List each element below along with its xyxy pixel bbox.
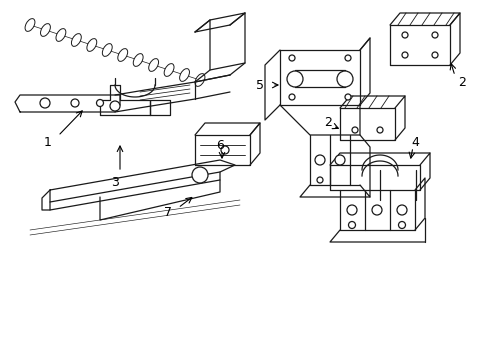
Ellipse shape: [41, 24, 50, 36]
Text: 3: 3: [111, 176, 119, 189]
Circle shape: [345, 55, 350, 61]
Text: 6: 6: [216, 139, 224, 152]
Circle shape: [288, 94, 294, 100]
Circle shape: [286, 71, 303, 87]
Text: 7: 7: [163, 206, 172, 219]
Circle shape: [348, 221, 355, 229]
Circle shape: [431, 52, 437, 58]
Ellipse shape: [118, 49, 127, 62]
Circle shape: [346, 205, 356, 215]
Ellipse shape: [195, 73, 204, 86]
Circle shape: [345, 94, 350, 100]
Text: 2: 2: [324, 116, 331, 129]
Ellipse shape: [71, 33, 81, 46]
Ellipse shape: [148, 59, 158, 71]
Circle shape: [401, 52, 407, 58]
Text: 2: 2: [457, 76, 465, 89]
Circle shape: [192, 167, 207, 183]
Ellipse shape: [25, 19, 35, 31]
Text: 5: 5: [256, 78, 264, 91]
Circle shape: [40, 98, 50, 108]
Circle shape: [401, 32, 407, 38]
Circle shape: [371, 205, 381, 215]
Ellipse shape: [133, 54, 143, 66]
Circle shape: [110, 101, 120, 111]
Circle shape: [334, 155, 345, 165]
Circle shape: [351, 127, 357, 133]
Circle shape: [71, 99, 79, 107]
Circle shape: [288, 55, 294, 61]
Circle shape: [376, 127, 382, 133]
Circle shape: [398, 221, 405, 229]
Circle shape: [314, 155, 325, 165]
Text: 1: 1: [44, 135, 52, 149]
Circle shape: [96, 99, 103, 107]
Circle shape: [431, 32, 437, 38]
Ellipse shape: [179, 69, 189, 81]
Text: 4: 4: [410, 135, 418, 149]
Ellipse shape: [164, 64, 174, 76]
Circle shape: [336, 71, 352, 87]
Circle shape: [396, 205, 406, 215]
Ellipse shape: [87, 39, 97, 51]
Circle shape: [316, 177, 323, 183]
Circle shape: [221, 146, 228, 154]
Ellipse shape: [102, 44, 112, 57]
Ellipse shape: [56, 28, 66, 41]
